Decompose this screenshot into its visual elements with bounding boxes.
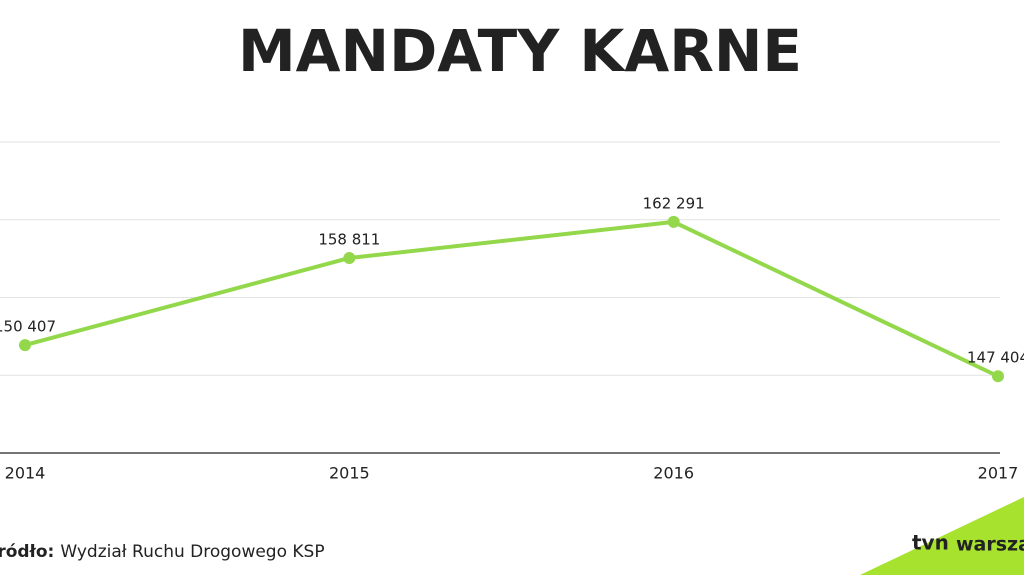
source: Źródło: Wydział Ruchu Drogowego KSP (0, 540, 325, 562)
line (24, 219, 999, 379)
data-label: 162 291 (643, 194, 705, 212)
logo-background (860, 497, 1024, 575)
chart-title: MANDATY KARNE (238, 17, 802, 85)
data-point (19, 339, 31, 352)
data-label: 158 811 (318, 230, 380, 248)
data-point (992, 370, 1004, 383)
x-tick-label: 2015 (329, 464, 370, 483)
data-point (343, 251, 356, 264)
data-point (667, 215, 680, 228)
x-tick-label: 2014 (5, 464, 46, 483)
logo-brand: tvn (912, 531, 949, 555)
source-text: Wydział Ruchu Drogowego KSP (60, 542, 324, 562)
x-tick-label: 2016 (653, 464, 694, 483)
x-tick-label: 2017 (978, 464, 1019, 483)
source-label: Źródło: (0, 540, 54, 562)
logo-region: warszawa (956, 534, 1024, 556)
data-label: 150 407 (0, 318, 56, 336)
data-label: 147 404 (967, 349, 1024, 367)
